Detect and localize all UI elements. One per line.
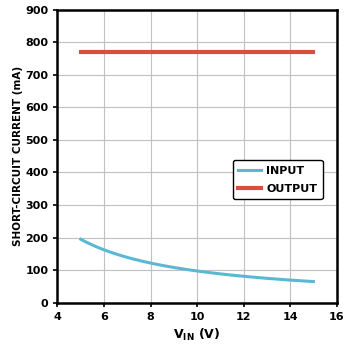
INPUT [311, 280, 315, 284]
INPUT [79, 237, 83, 241]
INPUT [79, 238, 84, 242]
INPUT [216, 272, 221, 276]
INPUT [221, 272, 225, 276]
INPUT [217, 272, 221, 276]
INPUT [275, 277, 279, 281]
INPUT [289, 278, 294, 282]
Y-axis label: SHORT-CIRCUIT CURRENT (mA): SHORT-CIRCUIT CURRENT (mA) [13, 66, 22, 246]
Legend: INPUT, OUTPUT: INPUT, OUTPUT [233, 160, 323, 199]
Line: INPUT: INPUT [81, 239, 313, 282]
X-axis label: $\mathbf{V_{IN}}$ $\mathbf{(V)}$: $\mathbf{V_{IN}}$ $\mathbf{(V)}$ [174, 327, 220, 343]
